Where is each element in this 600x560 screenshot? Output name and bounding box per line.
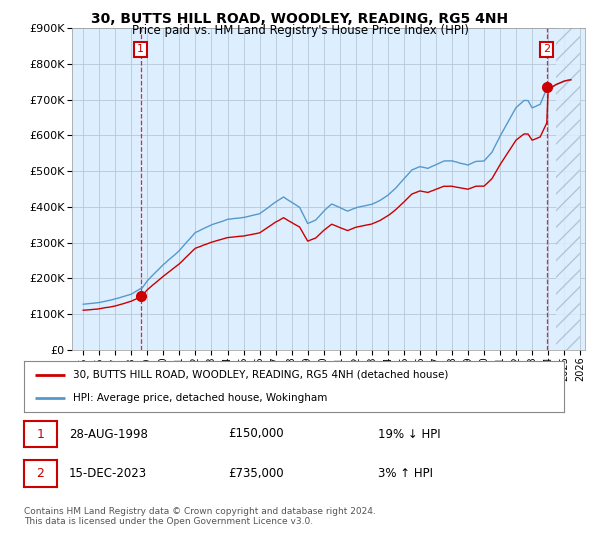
Bar xyxy=(556,28,580,350)
Text: 28-AUG-1998: 28-AUG-1998 xyxy=(69,427,148,441)
Text: 2: 2 xyxy=(37,466,44,480)
Text: 2: 2 xyxy=(543,44,550,54)
Text: 19% ↓ HPI: 19% ↓ HPI xyxy=(378,427,440,441)
Text: 3% ↑ HPI: 3% ↑ HPI xyxy=(378,466,433,480)
Text: 1: 1 xyxy=(137,44,144,54)
Text: 15-DEC-2023: 15-DEC-2023 xyxy=(69,466,147,480)
Text: Contains HM Land Registry data © Crown copyright and database right 2024.
This d: Contains HM Land Registry data © Crown c… xyxy=(24,507,376,526)
Text: £735,000: £735,000 xyxy=(228,466,284,480)
Text: £150,000: £150,000 xyxy=(228,427,284,441)
Text: Price paid vs. HM Land Registry's House Price Index (HPI): Price paid vs. HM Land Registry's House … xyxy=(131,24,469,37)
Text: 1: 1 xyxy=(37,427,44,441)
Text: 30, BUTTS HILL ROAD, WOODLEY, READING, RG5 4NH (detached house): 30, BUTTS HILL ROAD, WOODLEY, READING, R… xyxy=(73,370,448,380)
Text: HPI: Average price, detached house, Wokingham: HPI: Average price, detached house, Woki… xyxy=(73,393,327,403)
Text: 30, BUTTS HILL ROAD, WOODLEY, READING, RG5 4NH: 30, BUTTS HILL ROAD, WOODLEY, READING, R… xyxy=(91,12,509,26)
